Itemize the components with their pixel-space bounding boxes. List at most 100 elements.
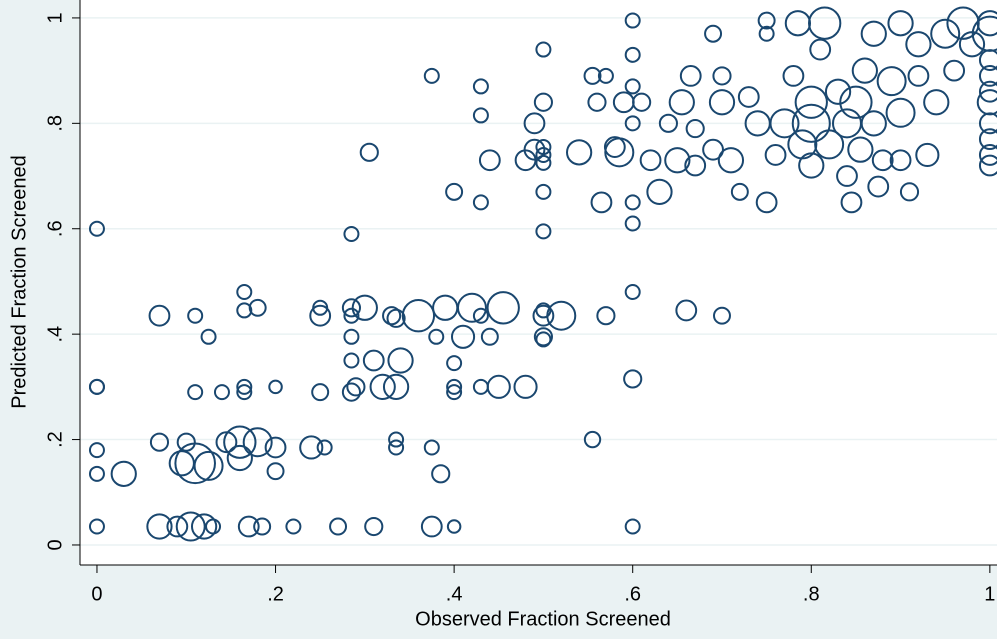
bubble bbox=[915, 142, 940, 168]
bubble bbox=[624, 283, 641, 300]
bubble bbox=[341, 298, 362, 318]
bubble bbox=[889, 149, 912, 172]
bubble bbox=[535, 146, 552, 163]
x-tick-label: 1 bbox=[984, 583, 995, 605]
bubble bbox=[668, 89, 695, 116]
bubble bbox=[343, 328, 360, 345]
bubble bbox=[266, 462, 285, 481]
bubble bbox=[253, 517, 272, 536]
bubble bbox=[596, 306, 616, 326]
bubble bbox=[623, 369, 643, 389]
bubble bbox=[472, 194, 489, 211]
bubble bbox=[976, 10, 997, 37]
x-tick-label: .2 bbox=[267, 583, 284, 605]
bubble bbox=[420, 515, 443, 538]
bubble bbox=[590, 191, 613, 214]
bubble bbox=[704, 24, 723, 43]
bubble bbox=[480, 327, 499, 346]
bubble bbox=[532, 304, 555, 327]
bubble bbox=[624, 194, 641, 211]
bubble bbox=[597, 67, 614, 84]
bubble bbox=[369, 373, 396, 400]
bubble bbox=[679, 64, 702, 87]
bubble bbox=[359, 142, 379, 162]
bubble bbox=[535, 154, 552, 171]
bubble bbox=[658, 113, 678, 133]
bubble bbox=[587, 92, 607, 112]
y-tick-label: .2 bbox=[44, 431, 66, 448]
bubble bbox=[624, 215, 641, 232]
y-tick-label: 1 bbox=[44, 12, 66, 23]
bubble bbox=[639, 149, 662, 172]
bubble bbox=[387, 347, 414, 374]
bubble bbox=[472, 107, 489, 124]
bubble bbox=[764, 144, 787, 166]
bubble bbox=[923, 89, 950, 116]
bubble bbox=[213, 384, 230, 401]
bubble bbox=[684, 154, 707, 177]
bubble bbox=[242, 427, 273, 458]
bubble bbox=[847, 136, 874, 163]
bubble bbox=[237, 515, 260, 538]
bubble bbox=[523, 138, 546, 161]
bubble bbox=[978, 64, 997, 87]
bubble bbox=[445, 182, 464, 201]
bubble bbox=[899, 182, 920, 202]
bubble bbox=[478, 149, 501, 172]
bubble bbox=[446, 355, 463, 372]
x-axis-title: Observed Fraction Screened bbox=[415, 608, 671, 630]
bubble bbox=[388, 431, 405, 448]
bubble bbox=[632, 92, 652, 112]
bubble bbox=[535, 139, 552, 156]
bubble bbox=[351, 294, 378, 321]
bubble bbox=[446, 384, 463, 401]
bubble bbox=[316, 439, 333, 456]
bubble bbox=[88, 220, 105, 237]
bubble bbox=[978, 144, 997, 166]
y-tick-label: .6 bbox=[44, 220, 66, 237]
bubble bbox=[343, 226, 360, 243]
bubble bbox=[664, 147, 691, 174]
bubble bbox=[978, 80, 997, 103]
bubble bbox=[382, 373, 410, 400]
bubble bbox=[624, 46, 641, 63]
bubble bbox=[146, 513, 173, 540]
bubble bbox=[311, 383, 330, 402]
bubble bbox=[907, 64, 930, 87]
x-tick-label: .4 bbox=[446, 583, 463, 605]
bubble bbox=[814, 129, 845, 160]
bubble bbox=[174, 442, 216, 485]
bubble bbox=[88, 465, 105, 482]
bubble bbox=[758, 25, 775, 42]
bubble bbox=[450, 324, 476, 349]
bubble bbox=[712, 66, 732, 86]
bubble bbox=[930, 18, 961, 49]
bubble bbox=[268, 379, 283, 395]
bubble bbox=[824, 78, 852, 105]
bubble bbox=[675, 299, 698, 322]
bubble bbox=[583, 430, 602, 449]
bubble bbox=[730, 182, 749, 201]
bubble bbox=[978, 128, 997, 151]
bubble bbox=[472, 78, 489, 95]
bubble bbox=[187, 307, 204, 324]
y-tick-label: 0 bbox=[44, 539, 66, 550]
bubble bbox=[798, 152, 825, 179]
bubble bbox=[236, 302, 253, 319]
bubble bbox=[346, 377, 366, 397]
bubble bbox=[423, 67, 440, 84]
bubble bbox=[603, 136, 626, 158]
bubble bbox=[423, 439, 440, 456]
bubble bbox=[226, 444, 253, 472]
bubble bbox=[388, 439, 405, 456]
bubble bbox=[808, 6, 842, 40]
bubble bbox=[646, 178, 673, 205]
bubble bbox=[794, 85, 828, 119]
bubble bbox=[533, 327, 553, 347]
bubble bbox=[248, 298, 267, 317]
bubble bbox=[566, 139, 593, 166]
bubble bbox=[769, 108, 800, 139]
bubble bbox=[978, 49, 997, 71]
bubble bbox=[887, 10, 914, 37]
